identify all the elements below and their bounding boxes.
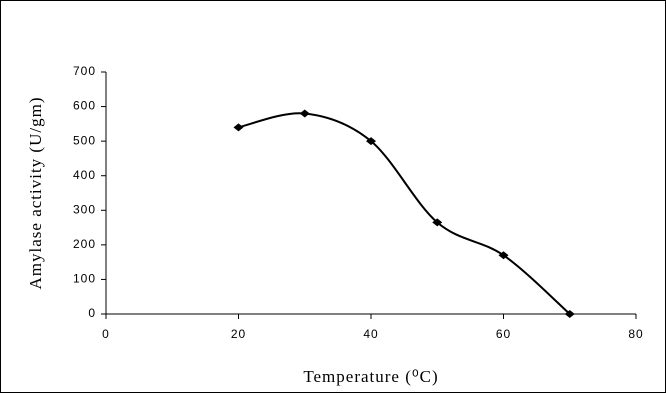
- y-tick-label: 100: [73, 272, 96, 286]
- x-tick-label: 20: [231, 327, 246, 341]
- y-tick-label: 700: [73, 64, 96, 78]
- x-tick-label: 40: [363, 327, 378, 341]
- data-point: [432, 218, 443, 227]
- data-point: [564, 310, 575, 318]
- y-tick-label: 500: [73, 133, 96, 147]
- y-tick-label: 600: [73, 99, 96, 113]
- x-tick-label: 0: [102, 327, 110, 341]
- data-point: [299, 109, 310, 118]
- x-tick-label: 60: [496, 327, 511, 341]
- data-point: [498, 251, 509, 260]
- data-point: [366, 137, 376, 146]
- y-tick-label: 200: [73, 237, 96, 251]
- x-tick-label: 80: [628, 327, 643, 341]
- y-axis-label: Amylase activity (U/gm): [26, 97, 45, 290]
- y-tick-label: 0: [88, 306, 96, 320]
- y-tick-label: 400: [73, 168, 96, 182]
- y-tick-label: 300: [73, 202, 96, 216]
- data-point: [233, 123, 244, 132]
- x-axis-label: Temperature (⁰C): [303, 367, 438, 386]
